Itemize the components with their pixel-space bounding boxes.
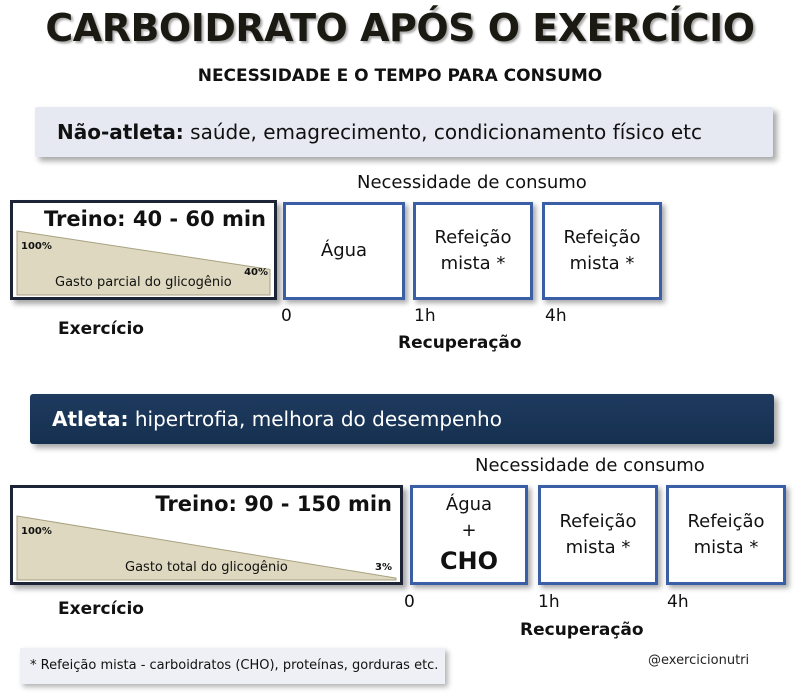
non-athlete-phase1-text: Água bbox=[320, 240, 368, 261]
non-athlete-recovery-label: Recuperação bbox=[398, 333, 522, 353]
athlete-recovery-label: Recuperação bbox=[520, 620, 644, 640]
athlete-phase1-line3: CHO bbox=[439, 547, 499, 575]
page-subtitle: NECESSIDADE E O TEMPO PARA CONSUMO bbox=[197, 66, 603, 86]
athlete-exercise-label: Exercício bbox=[58, 599, 144, 619]
page-title: CARBOIDRATO APÓS O EXERCÍCIO bbox=[45, 6, 755, 50]
non-athlete-time-1h: 1h bbox=[414, 306, 436, 326]
athlete-label: Atleta: bbox=[52, 407, 129, 431]
non-athlete-phase-meal-2: Refeição mista * bbox=[542, 202, 662, 300]
athlete-time-4h: 4h bbox=[667, 592, 689, 612]
athlete-phase-meal-2: Refeição mista * bbox=[666, 485, 786, 585]
athlete-phase2-line1: Refeição bbox=[559, 511, 637, 532]
non-athlete-need-label: Necessidade de consumo bbox=[357, 172, 587, 193]
non-athlete-desc: saúde, emagrecimento, condicionamento fí… bbox=[183, 120, 702, 144]
non-athlete-training-label: Treino: 40 - 60 min bbox=[43, 207, 266, 231]
athlete-phase-meal-1: Refeição mista * bbox=[538, 485, 658, 585]
non-athlete-phase3-line2: mista * bbox=[569, 253, 635, 274]
athlete-phase2-line2: mista * bbox=[565, 537, 631, 558]
athlete-phase1-line2: + bbox=[461, 520, 477, 541]
athlete-training-label: Treino: 90 - 150 min bbox=[155, 492, 392, 516]
athlete-phase1-line1: Água bbox=[445, 494, 493, 515]
athlete-phase3-line1: Refeição bbox=[687, 511, 765, 532]
non-athlete-exercise-box: Treino: 40 - 60 min 100% 40% Gasto parci… bbox=[10, 200, 277, 300]
athlete-time-0: 0 bbox=[404, 592, 415, 612]
non-athlete-label: Não-atleta: bbox=[57, 120, 184, 144]
non-athlete-glycogen-wedge bbox=[16, 230, 271, 296]
athlete-time-1h: 1h bbox=[538, 592, 560, 612]
athlete-phase-water-cho: Água + CHO bbox=[410, 485, 528, 585]
athlete-phase3-line2: mista * bbox=[693, 537, 759, 558]
non-athlete-end-pct: 40% bbox=[244, 267, 268, 278]
footnote: * Refeição mista - carboidratos (CHO), p… bbox=[20, 648, 445, 684]
athlete-banner: Atleta: hipertrofia, melhora do desempen… bbox=[30, 394, 774, 444]
non-athlete-phase2-line1: Refeição bbox=[434, 227, 512, 248]
athlete-need-label: Necessidade de consumo bbox=[475, 455, 705, 476]
non-athlete-time-4h: 4h bbox=[545, 306, 567, 326]
non-athlete-phase-meal-1: Refeição mista * bbox=[413, 202, 533, 300]
athlete-start-pct: 100% bbox=[21, 526, 52, 537]
non-athlete-usage-label: Gasto parcial do glicogênio bbox=[55, 275, 232, 290]
non-athlete-exercise-label: Exercício bbox=[58, 319, 144, 339]
non-athlete-time-0: 0 bbox=[281, 306, 292, 326]
non-athlete-start-pct: 100% bbox=[21, 241, 52, 252]
athlete-usage-label: Gasto total do glicogênio bbox=[125, 560, 288, 575]
non-athlete-banner: Não-atleta: saúde, emagrecimento, condic… bbox=[35, 107, 773, 157]
athlete-end-pct: 3% bbox=[375, 562, 392, 573]
author-handle: @exercicionutri bbox=[648, 653, 750, 668]
athlete-desc: hipertrofia, melhora do desempenho bbox=[128, 407, 502, 431]
athlete-exercise-box: Treino: 90 - 150 min 100% 3% Gasto total… bbox=[10, 485, 403, 585]
non-athlete-phase3-line1: Refeição bbox=[563, 227, 641, 248]
non-athlete-phase2-line2: mista * bbox=[440, 253, 506, 274]
athlete-glycogen-wedge bbox=[16, 515, 397, 581]
non-athlete-phase-water: Água bbox=[283, 202, 405, 300]
